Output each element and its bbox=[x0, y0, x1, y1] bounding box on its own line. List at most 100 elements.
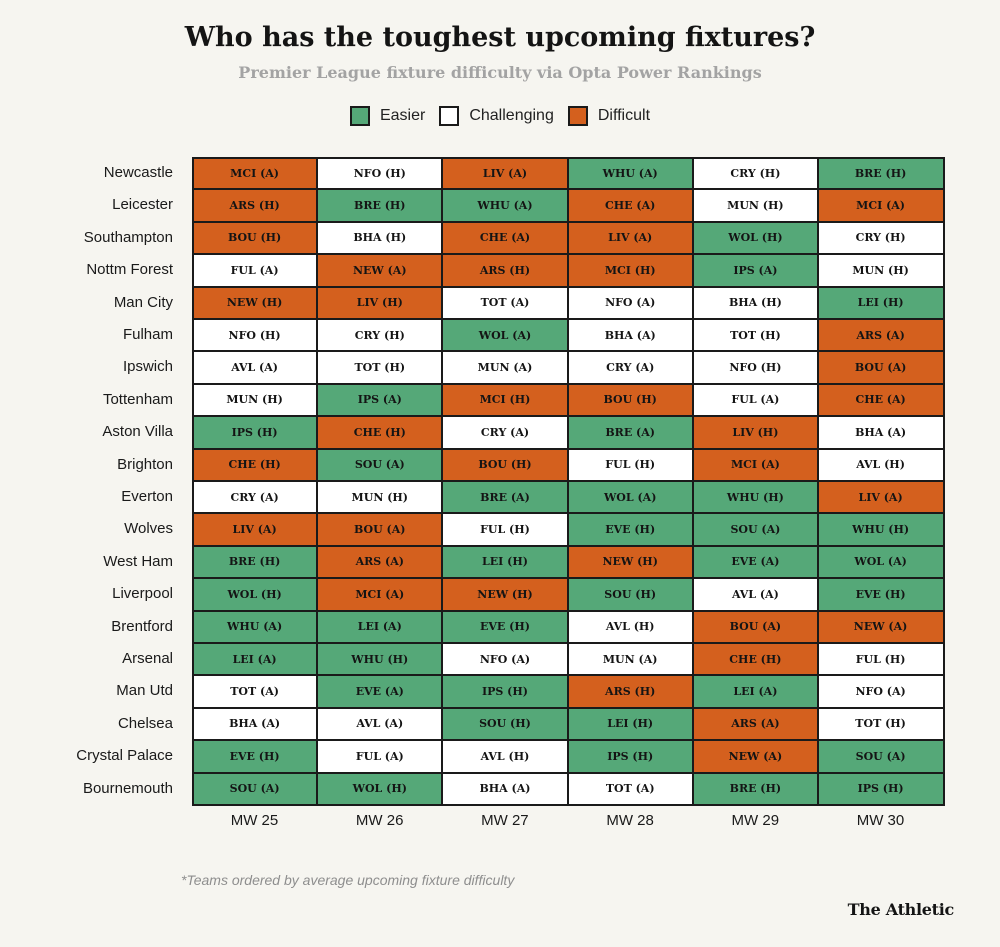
fixture-cell: NEW (A) bbox=[317, 254, 443, 287]
fixture-cell: BOU (A) bbox=[818, 351, 944, 384]
fixture-cell: NFO (A) bbox=[567, 286, 693, 319]
team-label-crystal-palace: Crystal Palace bbox=[76, 747, 173, 765]
fixture-cell: ARS (H) bbox=[192, 189, 318, 222]
team-label-chelsea: Chelsea bbox=[117, 714, 173, 732]
legend-item-difficult: Difficult bbox=[567, 106, 651, 126]
fixture-cell: LEI (A) bbox=[317, 610, 443, 643]
fixture-cell: LEI (A) bbox=[692, 675, 818, 708]
fixture-cell: CHE (H) bbox=[692, 643, 818, 676]
fixture-cell: EVE (A) bbox=[692, 545, 818, 579]
grid-line-horizontal bbox=[192, 220, 944, 223]
grid-line-horizontal bbox=[192, 706, 944, 709]
column-label-mw-25: MW 25 bbox=[230, 812, 279, 829]
fixture-cell: BOU (H) bbox=[442, 448, 568, 481]
team-label-arsenal: Arsenal bbox=[122, 650, 173, 667]
fixture-cell: MUN (A) bbox=[442, 351, 568, 384]
fixture-cell: TOT (H) bbox=[692, 319, 818, 352]
team-label-ipswich: Ipswich bbox=[122, 358, 173, 376]
fixture-cell: MUN (H) bbox=[692, 189, 818, 222]
legend: Easier Challenging Difficult bbox=[0, 106, 1000, 126]
fixture-cell: ARS (H) bbox=[567, 675, 693, 708]
legend-label-challenging: Challenging bbox=[469, 107, 554, 124]
fixture-cell: EVE (A) bbox=[317, 675, 443, 708]
team-label-southampton: Southampton bbox=[83, 228, 173, 246]
legend-swatch-challenging bbox=[439, 106, 460, 126]
column-label-mw-27: MW 27 bbox=[481, 812, 529, 829]
fixture-cell: LEI (H) bbox=[442, 545, 568, 579]
fixture-cell: ARS (A) bbox=[317, 545, 443, 579]
fixture-cell: BOU (H) bbox=[192, 221, 318, 255]
fixture-cell: MUN (H) bbox=[192, 383, 318, 417]
fixture-cell: NEW (H) bbox=[192, 286, 318, 319]
fixture-cell: FUL (A) bbox=[692, 383, 818, 417]
fixture-cell: LIV (A) bbox=[442, 157, 568, 190]
footnote: *Teams ordered by average upcoming fixtu… bbox=[181, 872, 515, 888]
team-label-newcastle: Newcastle bbox=[103, 164, 173, 181]
fixture-cell: EVE (H) bbox=[818, 578, 944, 611]
fixture-cell: BRE (A) bbox=[442, 481, 568, 514]
fixture-cell: WHU (A) bbox=[442, 189, 568, 222]
fixture-cell: NEW (H) bbox=[442, 578, 568, 611]
fixture-cell: BHA (A) bbox=[442, 772, 568, 805]
team-label-man-city: Man City bbox=[113, 293, 173, 311]
legend-label-difficult: Difficult bbox=[597, 107, 651, 124]
team-label-wolves: Wolves bbox=[124, 520, 173, 538]
column-label-mw-26: MW 26 bbox=[355, 812, 404, 829]
grid-line-horizontal bbox=[192, 609, 944, 612]
fixture-cell: MCI (A) bbox=[692, 448, 818, 481]
fixture-cell: SOU (H) bbox=[442, 707, 568, 741]
fixture-cell: WOL (H) bbox=[692, 221, 818, 255]
fixture-cell: BHA (A) bbox=[192, 707, 318, 741]
fixture-cell: FUL (H) bbox=[442, 513, 568, 546]
fixture-cell: WOL (A) bbox=[567, 481, 693, 514]
fixture-cell: NEW (A) bbox=[692, 740, 818, 773]
team-label-tottenham: Tottenham bbox=[102, 390, 173, 408]
fixture-cell: AVL (H) bbox=[442, 740, 568, 773]
fixture-cell: NFO (H) bbox=[317, 157, 443, 190]
grid-line-horizontal bbox=[192, 285, 944, 288]
fixture-cell: ARS (A) bbox=[818, 319, 944, 352]
fixture-cell: BRE (H) bbox=[692, 772, 818, 805]
fixture-cell: IPS (A) bbox=[317, 383, 443, 417]
fixture-cell: WOL (H) bbox=[317, 772, 443, 805]
fixture-cell: MUN (H) bbox=[818, 254, 944, 287]
grid-line-horizontal bbox=[192, 771, 944, 774]
fixture-cell: ARS (H) bbox=[442, 254, 568, 287]
fixture-cell: AVL (H) bbox=[818, 448, 944, 481]
grid-line-horizontal bbox=[192, 253, 944, 256]
grid-line-horizontal bbox=[192, 480, 944, 482]
grid-line-horizontal bbox=[192, 577, 944, 580]
fixture-cell: CHE (H) bbox=[192, 448, 318, 481]
fixture-cell: AVL (A) bbox=[692, 578, 818, 611]
fixture-cell: IPS (H) bbox=[442, 675, 568, 708]
fixture-cell: AVL (H) bbox=[567, 610, 693, 643]
grid-line-horizontal bbox=[192, 512, 944, 515]
fixture-cell: TOT (H) bbox=[317, 351, 443, 384]
fixture-cell: LIV (H) bbox=[317, 286, 443, 319]
fixture-cell: BRE (A) bbox=[567, 416, 693, 449]
grid-line-horizontal bbox=[192, 318, 944, 320]
fixture-cell: AVL (A) bbox=[317, 707, 443, 741]
fixture-cell: BHA (A) bbox=[567, 319, 693, 352]
fixture-cell: SOU (H) bbox=[567, 578, 693, 611]
fixture-cell: WOL (A) bbox=[442, 319, 568, 352]
grid-line-horizontal bbox=[192, 382, 944, 385]
fixture-cell: FUL (A) bbox=[317, 740, 443, 773]
fixture-cell: IPS (H) bbox=[818, 772, 944, 805]
grid-line-horizontal bbox=[192, 642, 944, 644]
fixture-cell: FUL (A) bbox=[192, 254, 318, 287]
fixture-cell: NFO (A) bbox=[818, 675, 944, 708]
fixture-cell: SOU (A) bbox=[317, 448, 443, 481]
fixture-cell: BHA (H) bbox=[692, 286, 818, 319]
fixture-cell: LIV (H) bbox=[692, 416, 818, 449]
team-label-man-utd: Man Utd bbox=[116, 682, 173, 700]
column-label-mw-28: MW 28 bbox=[606, 812, 654, 829]
fixture-cell: CRY (A) bbox=[567, 351, 693, 384]
fixture-cell: WHU (H) bbox=[317, 643, 443, 676]
fixture-cell: AVL (A) bbox=[192, 351, 318, 384]
fixture-cell: NFO (A) bbox=[442, 643, 568, 676]
grid-line-horizontal bbox=[192, 739, 944, 742]
fixture-cell: IPS (H) bbox=[567, 740, 693, 773]
legend-label-easier: Easier bbox=[379, 107, 426, 124]
fixture-cell: CRY (A) bbox=[442, 416, 568, 449]
